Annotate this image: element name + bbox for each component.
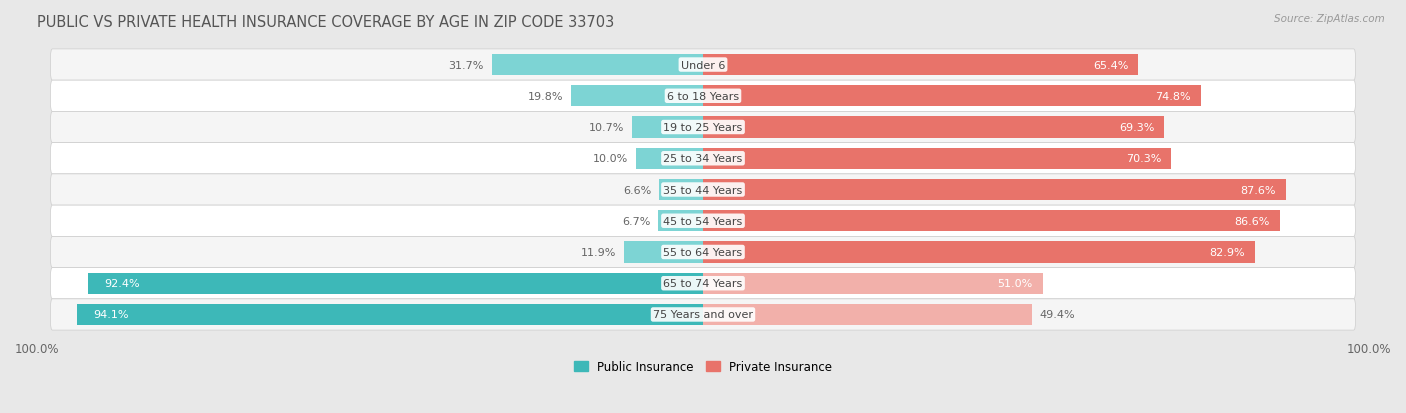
Text: 74.8%: 74.8%: [1156, 92, 1191, 102]
Text: 31.7%: 31.7%: [449, 60, 484, 70]
FancyBboxPatch shape: [51, 206, 1355, 237]
Bar: [624, 242, 703, 263]
Bar: [703, 179, 1286, 201]
Text: Under 6: Under 6: [681, 60, 725, 70]
FancyBboxPatch shape: [51, 143, 1355, 174]
Bar: [703, 55, 1139, 76]
Text: 19.8%: 19.8%: [527, 92, 564, 102]
Bar: [87, 273, 703, 294]
Text: 87.6%: 87.6%: [1240, 185, 1277, 195]
Bar: [631, 117, 703, 138]
Text: 55 to 64 Years: 55 to 64 Years: [664, 247, 742, 257]
Text: 65.4%: 65.4%: [1092, 60, 1129, 70]
Text: Source: ZipAtlas.com: Source: ZipAtlas.com: [1274, 14, 1385, 24]
Text: 92.4%: 92.4%: [104, 278, 141, 289]
Bar: [703, 304, 1032, 325]
Text: 49.4%: 49.4%: [1040, 310, 1076, 320]
FancyBboxPatch shape: [51, 174, 1355, 206]
Bar: [659, 179, 703, 201]
Bar: [658, 211, 703, 232]
Text: 65 to 74 Years: 65 to 74 Years: [664, 278, 742, 289]
Bar: [637, 148, 703, 169]
Bar: [492, 55, 703, 76]
Text: 6.7%: 6.7%: [621, 216, 651, 226]
Text: 35 to 44 Years: 35 to 44 Years: [664, 185, 742, 195]
Text: 11.9%: 11.9%: [581, 247, 616, 257]
Bar: [76, 304, 703, 325]
Text: 75 Years and over: 75 Years and over: [652, 310, 754, 320]
Bar: [571, 86, 703, 107]
Text: 10.0%: 10.0%: [593, 154, 628, 164]
Legend: Public Insurance, Private Insurance: Public Insurance, Private Insurance: [569, 355, 837, 377]
FancyBboxPatch shape: [51, 237, 1355, 268]
FancyBboxPatch shape: [51, 50, 1355, 81]
Text: 82.9%: 82.9%: [1209, 247, 1244, 257]
Text: 69.3%: 69.3%: [1119, 123, 1154, 133]
Text: 86.6%: 86.6%: [1234, 216, 1270, 226]
FancyBboxPatch shape: [51, 268, 1355, 299]
Bar: [703, 211, 1279, 232]
Bar: [703, 117, 1164, 138]
FancyBboxPatch shape: [51, 112, 1355, 143]
Bar: [703, 242, 1256, 263]
Text: 19 to 25 Years: 19 to 25 Years: [664, 123, 742, 133]
Text: 45 to 54 Years: 45 to 54 Years: [664, 216, 742, 226]
Text: 10.7%: 10.7%: [588, 123, 624, 133]
Bar: [703, 148, 1171, 169]
FancyBboxPatch shape: [51, 299, 1355, 330]
Text: 51.0%: 51.0%: [997, 278, 1032, 289]
Text: 70.3%: 70.3%: [1126, 154, 1161, 164]
Text: 6.6%: 6.6%: [623, 185, 651, 195]
Bar: [703, 86, 1201, 107]
Text: PUBLIC VS PRIVATE HEALTH INSURANCE COVERAGE BY AGE IN ZIP CODE 33703: PUBLIC VS PRIVATE HEALTH INSURANCE COVER…: [37, 15, 614, 30]
FancyBboxPatch shape: [51, 81, 1355, 112]
Text: 6 to 18 Years: 6 to 18 Years: [666, 92, 740, 102]
Bar: [703, 273, 1042, 294]
Text: 25 to 34 Years: 25 to 34 Years: [664, 154, 742, 164]
Text: 94.1%: 94.1%: [93, 310, 129, 320]
